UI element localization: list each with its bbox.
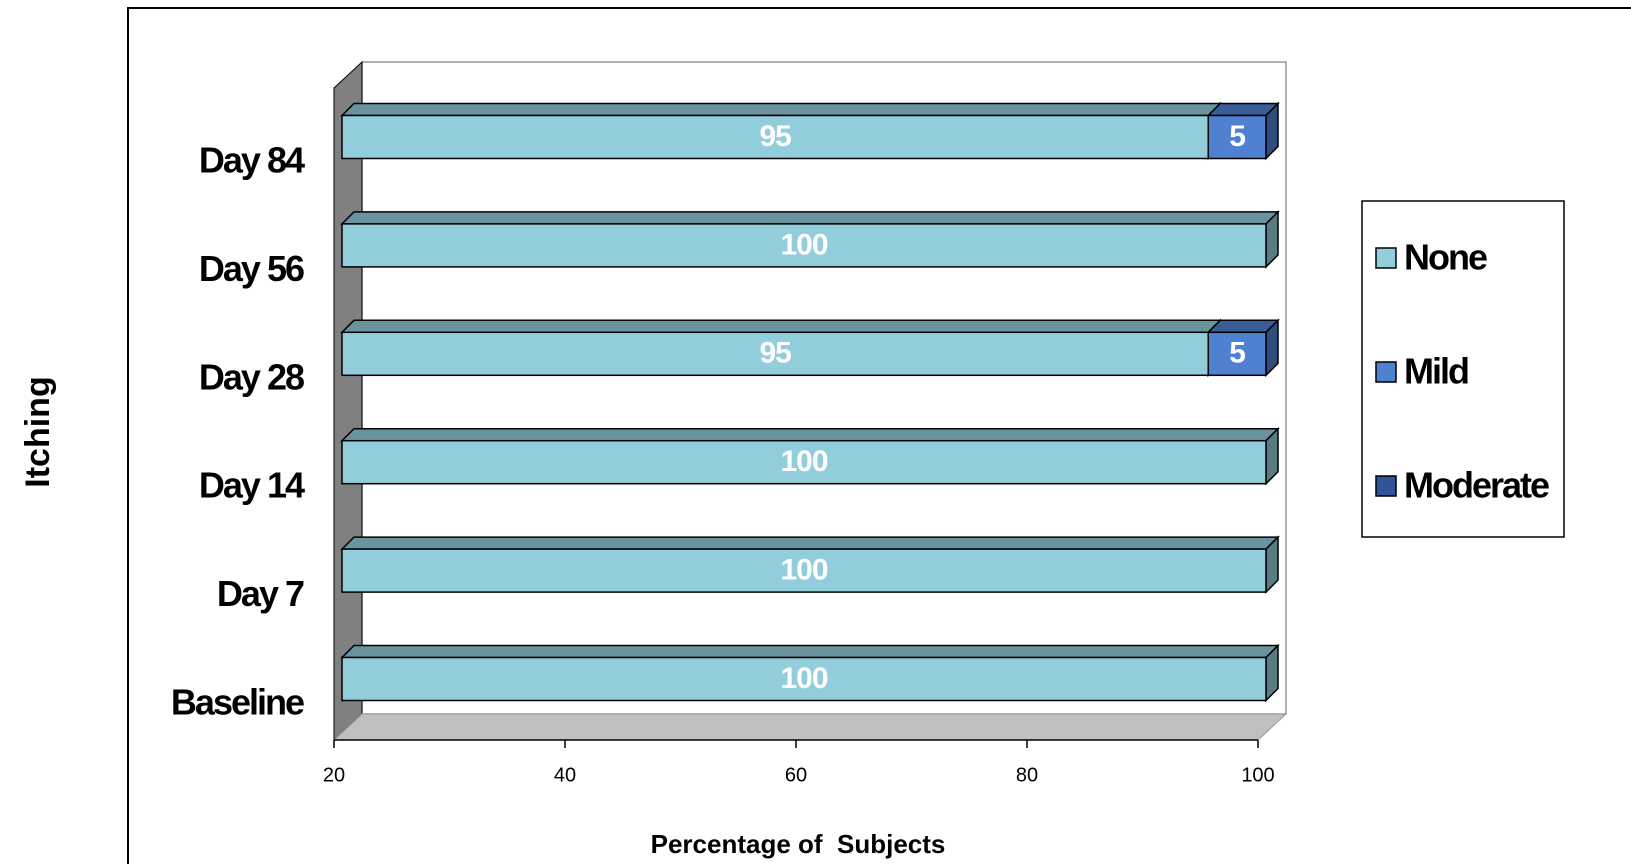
x-tick-label: 20: [323, 764, 345, 786]
bar-top: [340, 102, 1223, 117]
legend-swatch: [1375, 475, 1397, 497]
bar-top: [340, 644, 1280, 659]
side-wall: [333, 60, 363, 742]
y-tick-label: Day 56: [199, 248, 304, 289]
bar: [341, 656, 1267, 702]
bar-top: [340, 211, 1280, 225]
bar: [341, 331, 1209, 377]
value-label: 100: [780, 662, 827, 695]
x-tick-label: 40: [554, 764, 576, 786]
bar: [1207, 331, 1267, 377]
value-label: 100: [780, 445, 827, 478]
x-tick-label: 60: [785, 764, 807, 786]
x-axis-title: Percentage of Subjects: [651, 829, 946, 859]
value-label: 95: [759, 337, 791, 370]
value-label: 100: [780, 228, 827, 261]
legend-swatch: [1375, 361, 1397, 383]
back-wall: [361, 61, 1287, 715]
x-tick-label: 80: [1016, 764, 1038, 786]
floor: [332, 713, 1288, 741]
value-label: 95: [759, 120, 791, 153]
legend-swatch: [1375, 247, 1397, 269]
bar-top: [340, 319, 1223, 334]
x-tick-label: 100: [1241, 764, 1274, 786]
legend-label: Mild: [1404, 351, 1468, 392]
bar: [341, 548, 1267, 593]
bar: [341, 223, 1267, 268]
value-label: 5: [1229, 120, 1245, 153]
y-tick-label: Day 14: [199, 465, 305, 506]
y-axis-title: Itching: [19, 376, 57, 487]
bar-top: [340, 427, 1280, 442]
legend-label: None: [1404, 237, 1487, 278]
y-tick-label: Day 7: [217, 573, 304, 614]
y-tick-label: Day 28: [199, 356, 304, 397]
legend-label: Moderate: [1404, 465, 1549, 506]
y-tick-label: Day 84: [199, 140, 305, 181]
bar: [341, 439, 1267, 485]
bar-top: [340, 536, 1280, 550]
bar: [1207, 114, 1267, 160]
y-tick-label: Baseline: [171, 682, 304, 723]
value-label: 100: [780, 554, 827, 587]
value-label: 5: [1229, 337, 1245, 370]
